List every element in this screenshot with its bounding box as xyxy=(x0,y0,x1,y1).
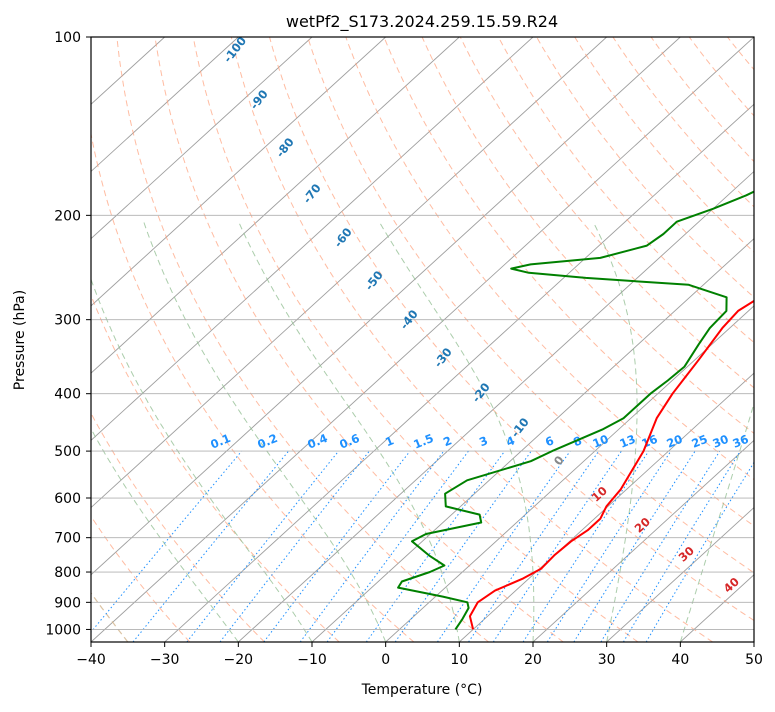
chart-title: wetPf2_S173.2024.259.15.59.R24 xyxy=(286,12,558,32)
y-tick-label: 600 xyxy=(54,491,81,507)
x-tick-label: −30 xyxy=(150,652,180,668)
y-tick-label: 1000 xyxy=(45,622,81,638)
y-tick-label: 300 xyxy=(54,313,81,329)
y-tick-label: 100 xyxy=(54,30,81,46)
x-tick-label: 20 xyxy=(524,652,542,668)
x-tick-label: 30 xyxy=(598,652,616,668)
x-tick-label: 10 xyxy=(450,652,468,668)
x-tick-label: 50 xyxy=(745,652,763,668)
y-tick-label: 400 xyxy=(54,387,81,403)
x-tick-label: 0 xyxy=(381,652,390,668)
y-axis-title: Pressure (hPa) xyxy=(12,290,28,390)
x-tick-label: −40 xyxy=(76,652,106,668)
x-tick-label: −20 xyxy=(224,652,254,668)
x-axis-title: Temperature (°C) xyxy=(361,682,483,698)
y-tick-label: 200 xyxy=(54,208,81,224)
x-tick-label: 40 xyxy=(671,652,689,668)
y-tick-label: 800 xyxy=(54,565,81,581)
x-tick-label: −10 xyxy=(297,652,327,668)
y-tick-label: 500 xyxy=(54,444,81,460)
y-tick-label: 900 xyxy=(54,595,81,611)
y-tick-label: 700 xyxy=(54,531,81,547)
